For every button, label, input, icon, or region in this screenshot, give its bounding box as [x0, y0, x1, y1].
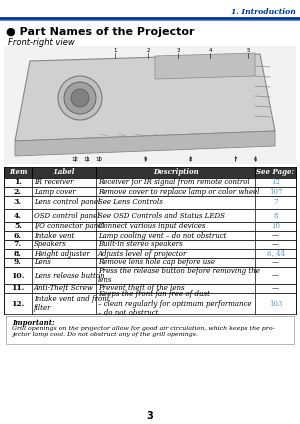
- Text: Prevent theft of the lens: Prevent theft of the lens: [98, 285, 184, 293]
- Text: Intake vent: Intake vent: [34, 232, 74, 240]
- Text: IR receiver: IR receiver: [34, 179, 73, 187]
- Text: Speakers: Speakers: [34, 240, 67, 248]
- Text: Front-right view: Front-right view: [8, 38, 75, 47]
- Text: Grill openings on the projector allow for good air circulation, which keeps the : Grill openings on the projector allow fo…: [12, 326, 275, 337]
- Text: 9.: 9.: [14, 259, 22, 267]
- Polygon shape: [15, 131, 275, 156]
- Text: Adjusts level of projector: Adjusts level of projector: [98, 249, 188, 257]
- Text: 3: 3: [176, 48, 180, 53]
- Text: 12.: 12.: [11, 299, 25, 307]
- Bar: [4, 240, 296, 249]
- Text: 5: 5: [246, 48, 250, 53]
- Text: 6.: 6.: [14, 232, 22, 240]
- Bar: [4, 187, 296, 196]
- Text: 12: 12: [71, 157, 79, 162]
- Text: Item: Item: [9, 168, 27, 176]
- Text: 10: 10: [271, 223, 280, 231]
- Text: 1.: 1.: [14, 179, 22, 187]
- Text: 3.: 3.: [14, 198, 22, 206]
- Circle shape: [58, 76, 102, 120]
- Text: 10: 10: [95, 157, 103, 162]
- Polygon shape: [15, 54, 275, 141]
- Text: 2.: 2.: [14, 187, 22, 195]
- Text: Description: Description: [153, 168, 198, 176]
- Text: Intake vent and front
filter: Intake vent and front filter: [34, 295, 110, 312]
- Text: See Page:: See Page:: [256, 168, 295, 176]
- Text: Important:: Important:: [12, 319, 55, 327]
- Bar: [4, 209, 296, 222]
- Bar: [4, 196, 296, 209]
- Text: —: —: [272, 259, 279, 267]
- Text: 107: 107: [269, 187, 282, 195]
- Text: Receiver for IR signal from remote control: Receiver for IR signal from remote contr…: [98, 179, 250, 187]
- Text: ● Part Names of the Projector: ● Part Names of the Projector: [6, 27, 194, 37]
- Text: 1. Introduction: 1. Introduction: [231, 8, 296, 16]
- Text: 6: 6: [253, 157, 257, 162]
- Polygon shape: [155, 53, 255, 79]
- Text: 7: 7: [273, 198, 278, 206]
- Text: OSD control panel: OSD control panel: [34, 212, 99, 220]
- Text: See OSD Controls and Status LEDS: See OSD Controls and Status LEDS: [98, 212, 225, 220]
- Text: Anti-Theft Screw: Anti-Theft Screw: [34, 285, 94, 293]
- Text: 7.: 7.: [14, 240, 22, 248]
- Text: 2: 2: [146, 48, 150, 53]
- Text: —: —: [272, 271, 279, 279]
- Text: 7: 7: [233, 157, 237, 162]
- Text: See Lens Controls: See Lens Controls: [98, 198, 163, 206]
- Text: Lens control panel: Lens control panel: [34, 198, 100, 206]
- Text: Lens release button: Lens release button: [34, 271, 104, 279]
- Text: Remove cover to replace lamp or color wheel: Remove cover to replace lamp or color wh…: [98, 187, 260, 195]
- Bar: [4, 249, 296, 258]
- Circle shape: [64, 82, 96, 114]
- Text: 8: 8: [188, 157, 192, 162]
- Text: 11.: 11.: [11, 285, 25, 293]
- Bar: [4, 267, 296, 284]
- Text: Lamp cooling vent – do not obstruct: Lamp cooling vent – do not obstruct: [98, 232, 226, 240]
- Text: 3: 3: [147, 411, 153, 421]
- Bar: [4, 293, 296, 314]
- Bar: [6, 316, 294, 344]
- Text: Lamp cover: Lamp cover: [34, 187, 76, 195]
- Bar: [4, 178, 296, 187]
- Text: Press the release button before removing the
lens: Press the release button before removing…: [98, 267, 260, 284]
- Text: —: —: [272, 240, 279, 248]
- Text: 4: 4: [208, 48, 212, 53]
- Text: 6, 44: 6, 44: [267, 249, 285, 257]
- Text: Height adjuster: Height adjuster: [34, 249, 90, 257]
- Text: 103: 103: [269, 299, 282, 307]
- Text: Connect various input devices: Connect various input devices: [98, 223, 206, 231]
- Text: Built-in stereo speakers: Built-in stereo speakers: [98, 240, 183, 248]
- Text: Remove lens hole cap before use: Remove lens hole cap before use: [98, 259, 215, 267]
- Text: 9: 9: [143, 157, 147, 162]
- Bar: [4, 284, 296, 293]
- Text: 10.: 10.: [11, 271, 25, 279]
- Text: Lens: Lens: [34, 259, 51, 267]
- Bar: [4, 46, 296, 164]
- Bar: [4, 231, 296, 240]
- Text: Label: Label: [53, 168, 74, 176]
- Text: Keeps the front fan free of dust
– clean regularly for optimum performance
– do : Keeps the front fan free of dust – clean…: [98, 290, 251, 317]
- Text: 12: 12: [271, 179, 280, 187]
- Text: 8.: 8.: [14, 249, 22, 257]
- Text: 11: 11: [83, 157, 91, 162]
- Text: I/O connector panel: I/O connector panel: [34, 223, 104, 231]
- Bar: [4, 167, 296, 178]
- Bar: [4, 258, 296, 267]
- Text: 1: 1: [113, 48, 117, 53]
- Circle shape: [71, 89, 89, 107]
- Bar: [4, 222, 296, 231]
- Text: —: —: [272, 232, 279, 240]
- Text: 8: 8: [273, 212, 278, 220]
- Text: 4.: 4.: [14, 212, 22, 220]
- Text: 5.: 5.: [14, 223, 22, 231]
- Text: —: —: [272, 285, 279, 293]
